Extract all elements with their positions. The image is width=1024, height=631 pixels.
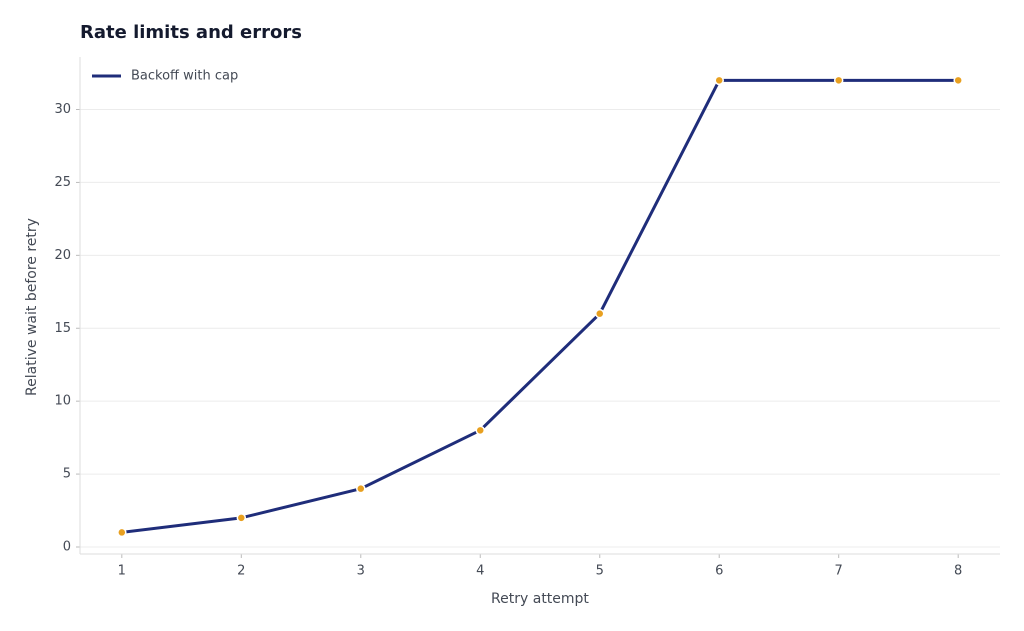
x-tick-label: 2 xyxy=(237,564,245,579)
chart-title: Rate limits and errors xyxy=(80,22,302,43)
point xyxy=(953,75,963,86)
y-tick-label: 10 xyxy=(54,394,71,409)
legend-label: Backoff with cap xyxy=(131,69,238,84)
x-tick-label: 8 xyxy=(954,564,962,579)
y-tick-label: 15 xyxy=(54,321,71,336)
y-tick-label: 0 xyxy=(63,540,71,555)
point xyxy=(356,483,366,494)
y-axis-label: Relative wait before retry xyxy=(24,218,40,396)
x-axis-label: Retry attempt xyxy=(491,591,589,607)
x-tick-label: 6 xyxy=(715,564,723,579)
y-tick-label: 25 xyxy=(54,175,71,190)
point xyxy=(117,527,127,538)
point xyxy=(236,513,247,523)
x-tick-label: 5 xyxy=(596,564,604,579)
x-tick-label: 3 xyxy=(357,564,365,579)
x-tick-label: 1 xyxy=(118,564,126,579)
y-tick-label: 20 xyxy=(54,248,71,263)
y-tick-label: 5 xyxy=(63,467,71,482)
point xyxy=(475,425,486,436)
point xyxy=(714,75,724,86)
y-tick-label: 30 xyxy=(54,102,71,117)
line xyxy=(121,78,959,534)
x-tick-label: 7 xyxy=(835,564,843,579)
x-tick-label: 4 xyxy=(476,564,484,579)
point xyxy=(594,308,605,319)
point xyxy=(833,75,844,86)
